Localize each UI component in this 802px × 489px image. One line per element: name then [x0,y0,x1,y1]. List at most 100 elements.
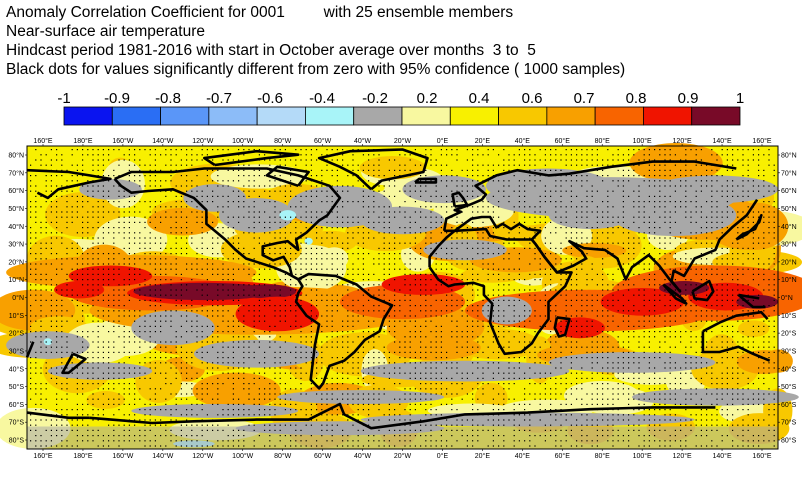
lon-label-bottom-17: 140°E [712,452,731,460]
legend-swatch-0 [64,107,112,125]
lon-label-bottom-12: 40°E [515,452,531,460]
legend-swatch-12 [643,107,691,125]
lon-label-top-14: 80°E [595,137,611,145]
legend-swatch-7 [402,107,450,125]
legend-label-2: -0.8 [155,90,181,107]
lon-label-top-6: 80°W [274,137,292,145]
lon-label-bottom-10: 0°E [437,452,449,460]
lon-label-bottom-2: 160°W [112,452,133,460]
lon-label-top-10: 0°E [437,137,449,145]
nonsignificant-area [632,388,799,405]
nonsignificant-area [131,404,298,418]
legend-label-10: 0.7 [574,90,595,107]
lon-label-bottom-18: 160°E [752,452,771,460]
lon-label-bottom-16: 120°E [673,452,692,460]
field-patch [738,320,769,337]
lon-label-top-8: 40°W [354,137,372,145]
lat-label-left-11: 30°S [9,347,25,355]
legend-swatch-10 [547,107,595,125]
lat-label-left-2: 60°N [8,187,24,195]
legend-label-13: 1 [736,90,744,107]
lat-label-right-10: 20°S [781,330,797,338]
nonsignificant-area [194,340,319,368]
lon-label-top-9: 20°W [394,137,412,145]
lat-label-left-0: 80°N [8,152,24,160]
legend-swatch-1 [112,107,160,125]
lat-label-left-8: 0°N [12,294,24,302]
legend-label-6: -0.2 [362,90,388,107]
legend-swatch-4 [257,107,305,125]
legend-swatch-13 [692,107,740,125]
legend-swatch-11 [595,107,643,125]
negative-area [279,210,296,220]
lon-label-top-0: 160°E [33,137,52,145]
lon-label-bottom-1: 180°E [73,452,92,460]
legend-label-3: -0.7 [206,90,232,107]
lat-label-right-3: 50°N [781,205,797,213]
lat-label-right-11: 30°S [781,347,797,355]
lat-label-right-8: 0°N [781,294,793,302]
lon-label-top-13: 60°E [555,137,571,145]
legend-label-4: -0.6 [257,90,283,107]
lon-label-top-16: 120°E [673,137,692,145]
lon-label-bottom-9: 20°W [394,452,412,460]
lat-label-left-4: 40°N [8,223,24,231]
lat-label-left-6: 20°N [8,258,24,266]
lon-label-top-3: 140°W [152,137,173,145]
field-patch [193,373,281,409]
lat-label-left-1: 70°N [8,169,24,177]
lat-label-right-1: 70°N [781,169,797,177]
nonsignificant-area [361,361,570,382]
legend-label-12: 0.9 [678,90,699,107]
legend-label-8: 0.4 [469,90,490,107]
nonsignificant-area [131,310,214,345]
lon-label-top-15: 100°E [633,137,652,145]
lon-label-bottom-4: 120°W [192,452,213,460]
lon-label-bottom-8: 40°W [354,452,372,460]
lat-label-right-15: 70°S [781,419,797,427]
legend-label-9: 0.6 [522,90,543,107]
nonsignificant-area [653,175,778,203]
lat-label-right-0: 80°N [781,152,797,160]
lon-label-bottom-5: 100°W [232,452,253,460]
lon-label-top-2: 160°W [112,137,133,145]
lat-label-right-13: 50°S [781,383,797,391]
legend-swatch-2 [161,107,209,125]
legend-label-1: -0.9 [104,90,130,107]
lon-label-bottom-3: 140°W [152,452,173,460]
legend-swatch-6 [354,107,402,125]
lon-label-top-18: 160°E [752,137,771,145]
legend-swatch-9 [499,107,547,125]
lat-label-right-9: 10°S [781,312,797,320]
field-patch [360,156,426,179]
lat-label-left-7: 10°N [8,276,24,284]
lon-label-bottom-14: 80°E [595,452,611,460]
lat-label-right-5: 30°N [781,241,797,249]
lat-label-left-5: 30°N [8,241,24,249]
lat-label-left-10: 20°S [9,330,25,338]
lat-label-right-2: 60°N [781,187,797,195]
lon-label-bottom-6: 80°W [274,452,292,460]
lat-label-right-7: 10°N [781,276,797,284]
field-patch [238,285,296,299]
lat-label-left-12: 40°S [9,365,25,373]
lat-label-left-9: 10°S [9,312,25,320]
nonsignificant-area [361,207,444,235]
lat-label-left-16: 80°S [9,437,25,445]
lon-label-top-5: 100°W [232,137,253,145]
legend-swatch-3 [209,107,257,125]
lat-label-right-12: 40°S [781,365,797,373]
legend-label-7: 0.2 [417,90,438,107]
legend-swatch-5 [305,107,353,125]
lon-label-bottom-0: 160°E [33,452,52,460]
lat-label-right-6: 20°N [781,258,797,266]
lon-label-top-4: 120°W [192,137,213,145]
legend-label-5: -0.4 [309,90,335,107]
lat-label-left-14: 60°S [9,401,25,409]
lon-label-bottom-13: 60°E [555,452,571,460]
world-map: 160°E160°E180°E180°E160°W160°W140°W140°W… [0,132,802,484]
lon-label-top-17: 140°E [712,137,731,145]
legend-swatch-8 [450,107,498,125]
